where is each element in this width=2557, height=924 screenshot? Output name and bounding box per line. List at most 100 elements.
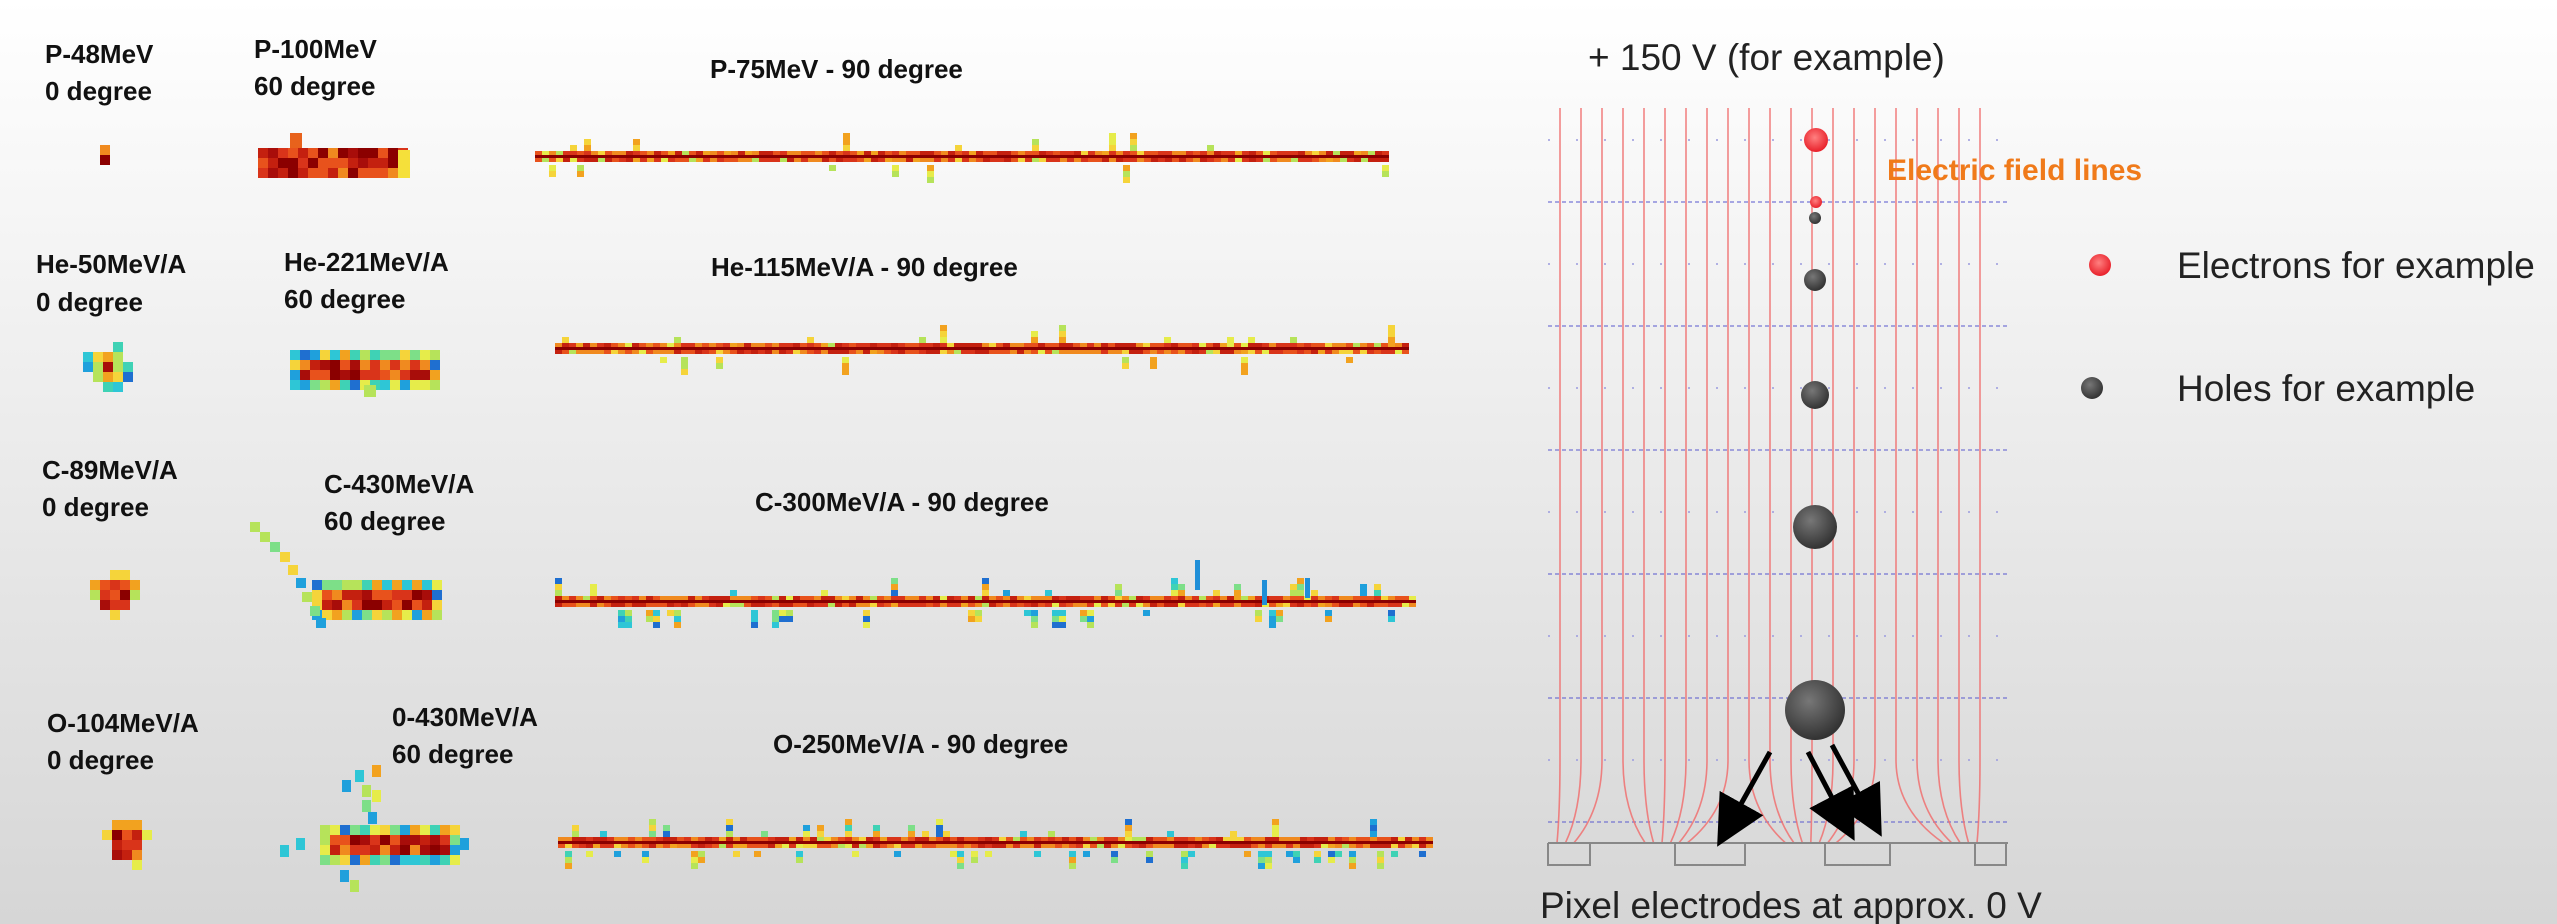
- pixel: [1165, 155, 1172, 158]
- pixel: [584, 155, 591, 158]
- pixel: [1081, 151, 1088, 155]
- pixel: [1129, 596, 1136, 600]
- pixel: [1248, 603, 1255, 607]
- pixel: [1374, 350, 1381, 354]
- pixel: [1374, 590, 1381, 596]
- pixel: [1109, 145, 1116, 151]
- pixel: [761, 837, 768, 841]
- pixel: [1076, 841, 1083, 844]
- pixel: [1325, 616, 1332, 622]
- pixel: [312, 600, 322, 610]
- pixel: [1244, 837, 1251, 841]
- pixel: [884, 603, 891, 607]
- pixel: [1332, 596, 1339, 600]
- pixel: [350, 380, 360, 390]
- pixel: [810, 844, 817, 848]
- pixel: [1111, 841, 1118, 844]
- pixel: [632, 603, 639, 607]
- pixel: [430, 845, 440, 855]
- pixel: [1038, 596, 1045, 600]
- pixel: [957, 851, 964, 857]
- pixel: [619, 158, 626, 162]
- pixel: [761, 844, 768, 848]
- pixel: [702, 343, 709, 347]
- pixel: [866, 841, 873, 844]
- pixel: [829, 151, 836, 155]
- pixel: [1412, 837, 1419, 841]
- pixel: [793, 600, 800, 603]
- pixel: [1293, 844, 1300, 848]
- pixel: [1188, 851, 1195, 857]
- pixel: [1172, 158, 1179, 162]
- pixel: [122, 820, 132, 830]
- pixel: [1116, 158, 1123, 162]
- pixel: [1402, 603, 1409, 607]
- diagram-labels: + 150 V (for example) Electric field lin…: [1540, 37, 2535, 924]
- pixel: [800, 603, 807, 607]
- label: 0 degree: [45, 76, 152, 106]
- pixel: [372, 610, 382, 620]
- pixel: [649, 831, 656, 837]
- pixel: [352, 600, 362, 610]
- pixel: [859, 844, 866, 848]
- pixel: [1328, 844, 1335, 848]
- pixel: [646, 350, 653, 354]
- label: P-48MeV: [45, 39, 154, 69]
- pixel: [754, 841, 761, 844]
- pixel: [583, 350, 590, 354]
- pixel: [1230, 841, 1237, 844]
- pixel: [667, 603, 674, 607]
- pixel: [300, 380, 310, 390]
- pixel: [971, 837, 978, 841]
- pixel: [646, 603, 653, 607]
- pixel: [1199, 600, 1206, 603]
- pixel: [677, 841, 684, 844]
- pixel: [990, 155, 997, 158]
- pixel: [1172, 155, 1179, 158]
- pixel: [1377, 857, 1384, 863]
- pixel: [542, 158, 549, 162]
- pixel: [597, 350, 604, 354]
- label: C-430MeV/A: [324, 469, 474, 499]
- pixel: [898, 603, 905, 607]
- pixel: [390, 825, 400, 835]
- pixel: [786, 350, 793, 354]
- pixel: [1125, 844, 1132, 848]
- pixel: [675, 151, 682, 155]
- pixel: [1300, 841, 1307, 844]
- pixel: [766, 151, 773, 155]
- pixel: [1178, 590, 1185, 596]
- pixel: [584, 139, 591, 145]
- pixel: [716, 603, 723, 607]
- pixel: [964, 844, 971, 848]
- pixel: [747, 841, 754, 844]
- pixel: [555, 596, 562, 600]
- pixel: [1185, 343, 1192, 347]
- pixel: [808, 158, 815, 162]
- pixel: [1241, 596, 1248, 600]
- pixel: [863, 347, 870, 350]
- pixel: [280, 845, 289, 857]
- pixel: [1227, 596, 1234, 600]
- pixel: [800, 596, 807, 600]
- pixel: [1181, 844, 1188, 848]
- pixel: [1186, 158, 1193, 162]
- pixel: [1258, 837, 1265, 841]
- pixel: [93, 352, 103, 362]
- pixel: [110, 570, 120, 580]
- pixel: [751, 603, 758, 607]
- pixel: [653, 616, 660, 622]
- pixel: [892, 151, 899, 155]
- pixel: [1277, 158, 1284, 162]
- pixel: [1325, 350, 1332, 354]
- pixel: [1097, 837, 1104, 841]
- pixel: [1349, 844, 1356, 848]
- pixel: [562, 596, 569, 600]
- pixel: [768, 841, 775, 844]
- pixel: [745, 155, 752, 158]
- pixel: [1109, 139, 1116, 145]
- pixel: [388, 158, 398, 168]
- pixel: [1248, 350, 1255, 354]
- pixel: [1339, 347, 1346, 350]
